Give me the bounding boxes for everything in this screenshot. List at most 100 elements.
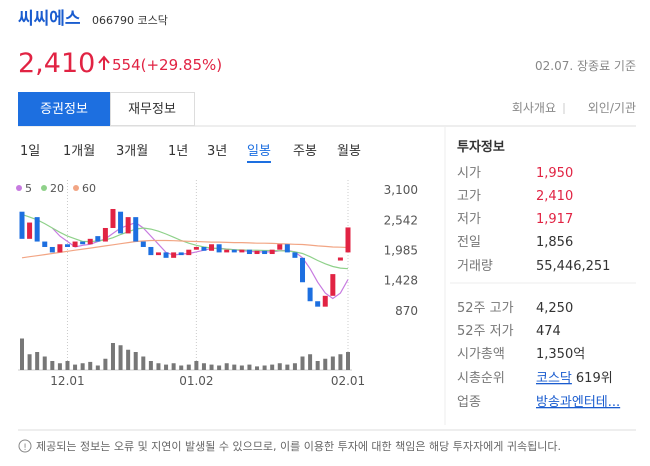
candle (284, 244, 290, 253)
period-tab[interactable]: 1년 (168, 144, 188, 159)
period-tab[interactable]: 1일 (20, 144, 40, 159)
candle (322, 295, 328, 307)
candle (34, 217, 40, 242)
volume-bar (201, 363, 206, 370)
candle (140, 241, 146, 247)
candle (193, 246, 199, 250)
tab-active[interactable] (18, 92, 110, 126)
candle (216, 244, 222, 253)
volume-bar (42, 356, 47, 370)
period-tab[interactable]: 3년 (207, 144, 227, 159)
volume-bar (308, 354, 313, 370)
volume-bar (80, 363, 85, 370)
volume-bar (110, 343, 115, 370)
candle (246, 249, 252, 255)
info-value: 1,856 (536, 235, 573, 250)
period-tab[interactable]: 월봉 (337, 144, 361, 159)
candle (87, 238, 93, 245)
price: 2,410 (18, 48, 95, 79)
info-label: 거래량 (457, 259, 493, 274)
candle (57, 244, 63, 253)
legend-dot (16, 185, 22, 191)
info-value: 619위 (576, 371, 613, 386)
candle (155, 252, 161, 256)
info-label: 시총순위 (457, 371, 505, 386)
y-tick-label: 1,428 (384, 274, 418, 288)
volume-bar (156, 363, 161, 370)
tab-label[interactable]: 증권정보 (40, 102, 88, 117)
volume-bar (95, 365, 100, 370)
volume-bar (73, 364, 78, 370)
stock-code: 066790 코스닥 (92, 14, 168, 27)
volume-bar (247, 364, 252, 370)
volume-bar (315, 361, 320, 370)
notice: 제공되는 정보는 오류 및 지연이 발생될 수 있으므로, 이를 이용한 투자에… (36, 439, 561, 453)
candle (292, 252, 298, 258)
info-link[interactable]: 코스닥 (536, 371, 572, 386)
info-value: 55,446,251 (536, 259, 610, 274)
legend-label: 60 (82, 182, 96, 195)
volume-bar (141, 356, 146, 370)
period-tab[interactable]: 3개월 (116, 144, 148, 159)
candle (186, 249, 192, 256)
stock-name[interactable]: 씨씨에스 (18, 9, 81, 29)
ma-line (21, 239, 349, 259)
candle (277, 244, 283, 250)
volume-bar (118, 345, 123, 370)
info-link[interactable]: 방송과엔터테... (536, 395, 620, 410)
info-label: 업종 (457, 395, 481, 410)
volume-bar (194, 361, 199, 370)
info-label: 고가 (457, 189, 481, 204)
period-tab[interactable]: 주봉 (293, 144, 317, 159)
volume-bar (270, 364, 275, 370)
up-arrow (98, 55, 110, 70)
volume-bar (20, 338, 24, 370)
candle (239, 249, 245, 253)
candle (27, 222, 33, 239)
period-tab[interactable]: 1개월 (63, 144, 95, 159)
legend-dot (73, 185, 79, 191)
volume-bar (179, 365, 184, 370)
period-tab[interactable]: 일봉 (247, 144, 271, 159)
info-value: 1,350억 (536, 347, 585, 362)
link[interactable]: 회사개요 (512, 101, 556, 115)
y-tick-label: 2,542 (384, 213, 418, 227)
volume-bar (330, 356, 335, 370)
candle (80, 241, 86, 245)
x-tick-label: 12.01 (50, 374, 84, 388)
candle (307, 287, 313, 302)
volume-bar (88, 361, 93, 370)
volume-bar (338, 354, 343, 370)
x-tick-label: 02.01 (331, 374, 365, 388)
candle (118, 211, 124, 234)
candle (19, 211, 25, 239)
volume-bar (292, 363, 297, 370)
info-label: 저가 (457, 212, 481, 227)
legend-label: 5 (25, 182, 32, 195)
info-title: 투자정보 (457, 139, 505, 155)
candle (231, 249, 237, 253)
notice-icon-mark: ! (23, 443, 27, 453)
price-change: 554(+29.85%) (112, 56, 222, 74)
link[interactable]: 외인/기관 (588, 101, 636, 115)
volume-bar (285, 364, 290, 370)
volume-bar (323, 358, 328, 370)
volume-bar (217, 365, 222, 370)
candle (72, 241, 78, 247)
volume-bar (277, 363, 282, 370)
tab[interactable] (110, 92, 195, 126)
y-tick-label: 1,985 (384, 244, 418, 258)
as-of: 02.07. 장종료 기준 (535, 59, 636, 73)
volume-bar (300, 356, 305, 370)
tab-label[interactable]: 재무정보 (128, 102, 176, 117)
info-label: 52주 고가 (457, 301, 514, 316)
volume-bar (148, 361, 153, 370)
volume-bar (35, 352, 40, 370)
x-tick-label: 01.02 (179, 374, 213, 388)
info-value: 1,917 (536, 212, 573, 227)
candle (163, 252, 169, 258)
info-label: 시가총액 (457, 347, 505, 362)
info-label: 시가 (457, 166, 481, 181)
volume-bar (209, 364, 214, 370)
